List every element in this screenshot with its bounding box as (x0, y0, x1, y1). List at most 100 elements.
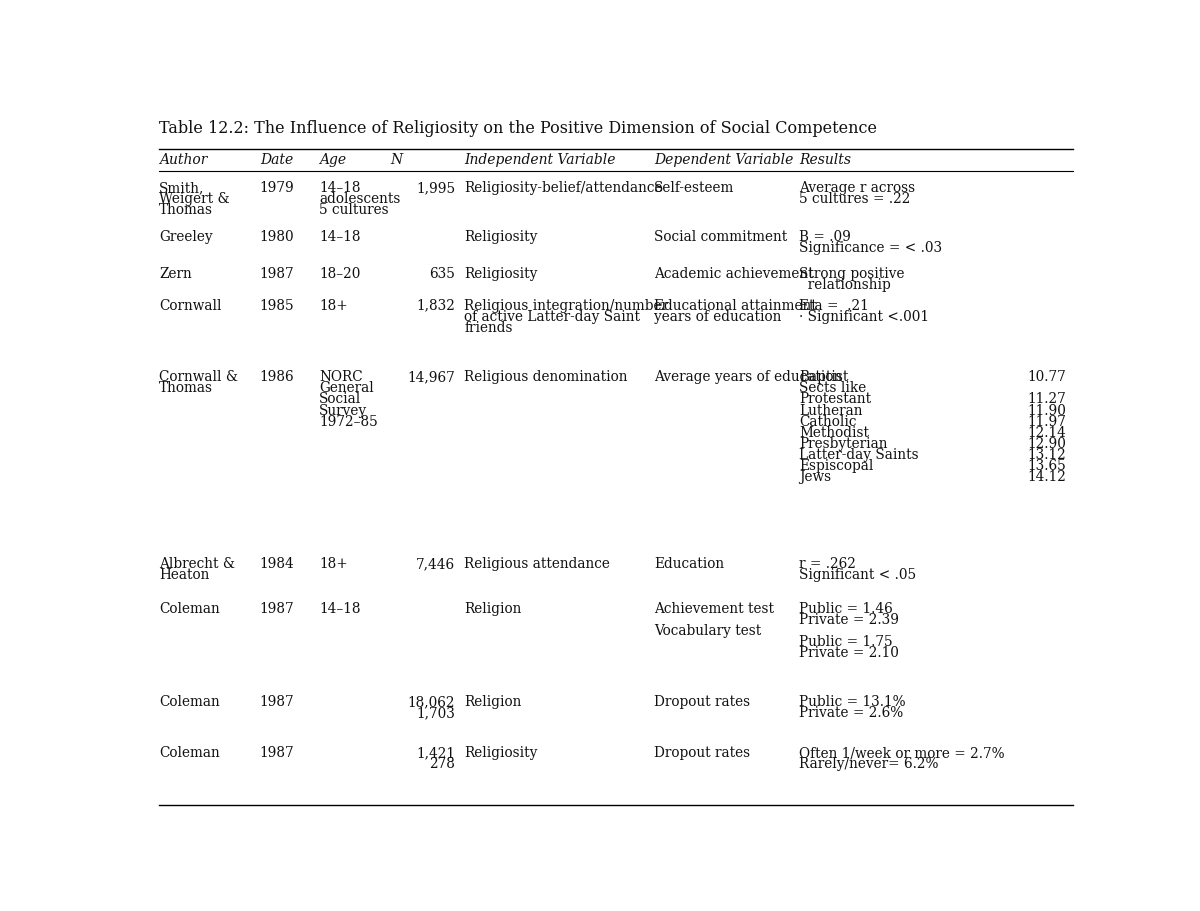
Text: 1984: 1984 (259, 557, 294, 571)
Text: Private = 2.10: Private = 2.10 (799, 646, 899, 660)
Text: Coleman: Coleman (160, 746, 220, 761)
Text: Academic achievement: Academic achievement (654, 267, 814, 281)
Text: 1987: 1987 (259, 695, 294, 709)
Text: Independent Variable: Independent Variable (464, 153, 616, 167)
Text: 5 cultures: 5 cultures (319, 203, 389, 217)
Text: Albrecht &: Albrecht & (160, 557, 235, 571)
Text: Social: Social (319, 393, 361, 406)
Text: 14–18: 14–18 (319, 602, 361, 616)
Text: Religiosity: Religiosity (464, 230, 538, 244)
Text: 1972–85: 1972–85 (319, 415, 378, 428)
Text: Religiosity: Religiosity (464, 746, 538, 761)
Text: 18+: 18+ (319, 299, 348, 312)
Text: Rarely/never= 6.2%: Rarely/never= 6.2% (799, 757, 938, 772)
Text: Lutheran: Lutheran (799, 404, 863, 417)
Text: 1980: 1980 (259, 230, 294, 244)
Text: Heaton: Heaton (160, 568, 210, 582)
Text: Education: Education (654, 557, 724, 571)
Text: 18–20: 18–20 (319, 267, 361, 281)
Text: 1987: 1987 (259, 746, 294, 761)
Text: Private = 2.39: Private = 2.39 (799, 613, 899, 627)
Text: 18,062: 18,062 (408, 695, 455, 709)
Text: Author: Author (160, 153, 208, 167)
Text: 5 cultures = .22: 5 cultures = .22 (799, 192, 911, 206)
Text: relationship: relationship (799, 278, 890, 292)
Text: 1985: 1985 (259, 299, 294, 312)
Text: Dropout rates: Dropout rates (654, 746, 750, 761)
Text: Religion: Religion (464, 602, 522, 616)
Text: Latter-day Saints: Latter-day Saints (799, 448, 919, 462)
Text: Table 12.2: The Influence of Religiosity on the Positive Dimension of Social Com: Table 12.2: The Influence of Religiosity… (160, 120, 877, 137)
Text: 7,446: 7,446 (416, 557, 455, 571)
Text: Smith,: Smith, (160, 181, 205, 195)
Text: NORC: NORC (319, 370, 362, 384)
Text: 18+: 18+ (319, 557, 348, 571)
Text: Survey: Survey (319, 404, 367, 417)
Text: Achievement test: Achievement test (654, 602, 774, 616)
Text: Espiscopal: Espiscopal (799, 459, 874, 473)
Text: Private = 2.6%: Private = 2.6% (799, 706, 904, 720)
Text: Presbyterian: Presbyterian (799, 436, 888, 451)
Text: 12.90: 12.90 (1027, 436, 1066, 451)
Text: Coleman: Coleman (160, 602, 220, 616)
Text: Religious denomination: Religious denomination (464, 370, 628, 384)
Text: Vocabulary test: Vocabulary test (654, 624, 761, 638)
Text: Average years of education: Average years of education (654, 370, 842, 384)
Text: Age: Age (319, 153, 347, 167)
Text: Educational attainment: Educational attainment (654, 299, 817, 312)
Text: 13.12: 13.12 (1027, 448, 1066, 462)
Text: Eta =  .21: Eta = .21 (799, 299, 869, 312)
Text: B = .09: B = .09 (799, 230, 851, 244)
Text: Religiosity: Religiosity (464, 267, 538, 281)
Text: 1987: 1987 (259, 602, 294, 616)
Text: Coleman: Coleman (160, 695, 220, 709)
Text: Self-esteem: Self-esteem (654, 181, 734, 195)
Text: 1,421: 1,421 (416, 746, 455, 761)
Text: 14,967: 14,967 (407, 370, 455, 384)
Text: r = .262: r = .262 (799, 557, 856, 571)
Text: Average r across: Average r across (799, 181, 916, 195)
Text: Catholic: Catholic (799, 415, 857, 428)
Text: 1987: 1987 (259, 267, 294, 281)
Text: 1986: 1986 (259, 370, 294, 384)
Text: Cornwall &: Cornwall & (160, 370, 239, 384)
Text: 14.12: 14.12 (1027, 470, 1066, 484)
Text: 11.27: 11.27 (1027, 393, 1066, 406)
Text: Weigert &: Weigert & (160, 192, 230, 206)
Text: 1,995: 1,995 (416, 181, 455, 195)
Text: friends: friends (464, 321, 512, 335)
Text: Significant < .05: Significant < .05 (799, 568, 917, 582)
Text: 1,832: 1,832 (416, 299, 455, 312)
Text: Social commitment: Social commitment (654, 230, 787, 244)
Text: adolescents: adolescents (319, 192, 401, 206)
Text: Thomas: Thomas (160, 382, 214, 395)
Text: Dropout rates: Dropout rates (654, 695, 750, 709)
Text: 11.97: 11.97 (1027, 415, 1066, 428)
Text: Significance = < .03: Significance = < .03 (799, 241, 942, 255)
Text: Zern: Zern (160, 267, 192, 281)
Text: Strong positive: Strong positive (799, 267, 905, 281)
Text: Religious integration/number: Religious integration/number (464, 299, 668, 312)
Text: 278: 278 (430, 757, 455, 772)
Text: 14–18: 14–18 (319, 181, 361, 195)
Text: Religiosity-belief/attendance: Religiosity-belief/attendance (464, 181, 662, 195)
Text: Jews: Jews (799, 470, 832, 484)
Text: years of education: years of education (654, 310, 781, 323)
Text: Public = 1.75: Public = 1.75 (799, 635, 893, 649)
Text: Date: Date (259, 153, 293, 167)
Text: Sects like: Sects like (799, 382, 866, 395)
Text: Results: Results (799, 153, 851, 167)
Text: Religious attendance: Religious attendance (464, 557, 611, 571)
Text: 14–18: 14–18 (319, 230, 361, 244)
Text: Protestant: Protestant (799, 393, 871, 406)
Text: 1979: 1979 (259, 181, 294, 195)
Text: Dependent Variable: Dependent Variable (654, 153, 793, 167)
Text: 635: 635 (430, 267, 455, 281)
Text: 13.65: 13.65 (1027, 459, 1066, 473)
Text: 11.90: 11.90 (1027, 404, 1066, 417)
Text: 10.77: 10.77 (1027, 370, 1066, 384)
Text: Religion: Religion (464, 695, 522, 709)
Text: 12.14: 12.14 (1027, 425, 1066, 440)
Text: Thomas: Thomas (160, 203, 214, 217)
Text: Public = 1.46: Public = 1.46 (799, 602, 893, 616)
